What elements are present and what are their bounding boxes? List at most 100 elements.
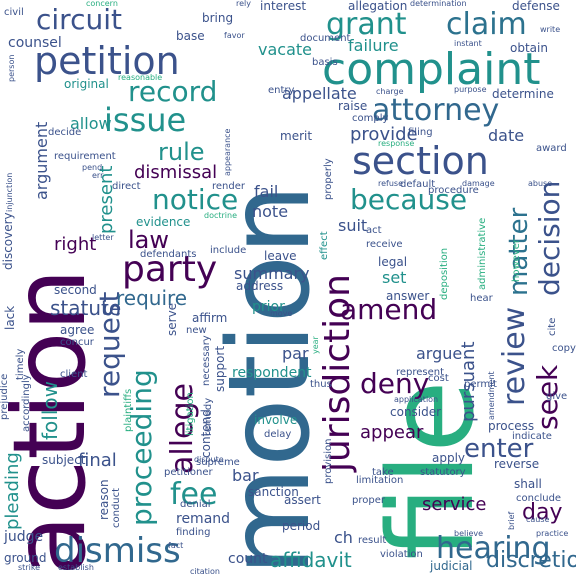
word-interest: interest [260,0,307,13]
word-base: base [176,29,205,43]
word-determination: determination [410,0,467,8]
word-properly: properly [323,158,334,200]
word-charge: charge [376,87,404,96]
word-year: year [311,336,320,354]
word-statute: statute [50,296,122,320]
word-decision: decision [533,180,566,296]
word-pend: pend [82,163,103,172]
word-counsel: counsel [8,35,62,51]
word-second: second [54,283,97,297]
word-write: write [540,25,561,34]
word-answer: answer [386,289,430,303]
word-finding: finding [176,527,211,538]
word-include: include [210,245,247,256]
word-evidence: evidence [136,215,191,229]
word-shall: shall [514,477,542,491]
word-deny: deny [360,367,430,400]
word-failure: failure [348,36,399,55]
word-record: record [128,75,218,108]
word-remedy: remedy [203,397,214,436]
word-litigation: litigation [185,392,196,436]
word-par: par [282,344,309,363]
word-assert: assert [284,493,321,507]
word-conclude: conclude [516,493,562,504]
word-right: right [54,234,97,255]
word-however: however [511,239,522,282]
word-petition: petition [34,39,180,83]
word-entry: entry [268,85,295,96]
word-date: date [488,126,525,145]
word-indicate: indicate [512,431,552,442]
word-reverse: reverse [494,457,540,471]
word-period: period [282,519,321,533]
word-practice: practice [536,529,569,538]
word-remand: remand [176,511,231,527]
word-petitioner: petitioner [164,467,213,478]
word-copy: copy [552,343,576,354]
word-administrative: administrative [477,217,488,290]
word-response: response [378,139,415,148]
word-suit: suit [338,216,368,235]
word-issue: issue [104,101,187,139]
word-sanction: sanction [248,485,299,499]
word-instant: instant [454,39,482,48]
word-allegation: allegation [348,0,408,13]
word-denial: denial [180,499,211,510]
word-respondent: respondent [232,365,312,381]
word-cite: cite [547,317,558,336]
word-affidavit: affidavit [270,548,352,572]
word-application: application [394,395,439,404]
word-rely: rely [236,0,251,8]
word-because: because [350,183,468,216]
word-cause: cause [526,515,550,524]
word-follow: follow [38,381,62,440]
word-defendants: defendants [140,249,197,260]
word-leave: leave [264,249,297,263]
word-bring: bring [202,11,234,25]
word-effect: effect [319,231,330,260]
word-merit: merit [280,129,313,143]
word-count: count [228,551,268,567]
word-abuse: abuse [528,179,553,188]
word-necessary: necessary [201,335,212,386]
word-dispute: dispute [194,455,224,464]
word-basis: basis [312,57,338,68]
word-render: render [212,181,245,192]
word-ground: ground [4,551,47,565]
word-doctrine: doctrine [204,211,238,220]
word-apply: apply [432,451,466,465]
word-establish: establish [58,563,94,572]
word-provision: provision [323,438,334,485]
word-purpose: purpose [454,85,487,94]
word-delay: delay [264,429,292,440]
word-proper: proper [352,495,385,506]
word-supreme: supreme [196,457,240,468]
word-amendment: amendment [487,371,496,420]
word-address: address [236,279,284,293]
word-section: section [352,139,489,183]
word-injunction: injunction [5,172,14,212]
word-allow: allow [70,114,112,133]
word-pleading: pleading [2,452,23,530]
word-notice: notice [152,183,239,216]
word-dismissal: dismissal [134,162,218,183]
word-limitation: limitation [356,475,404,486]
word-support: support [213,345,227,392]
word-reason: reason [97,479,111,520]
word-appellate: appellate [282,84,357,103]
word-procedure: procedure [428,185,479,196]
word-violation: violation [380,549,423,560]
word-rule: rule [158,138,205,166]
word-note: note [252,202,289,221]
word-attorney: attorney [372,93,500,128]
word-cost: cost [428,373,449,384]
word-determine: determine [492,87,554,101]
word-consider: consider [390,405,442,419]
word-provide: provide [350,124,418,145]
word-lack: lack [3,305,17,330]
word-complaint: complaint [322,44,541,95]
word-permit: permit [464,379,497,390]
word-prior: prior [252,299,285,315]
word-requirement: requirement [54,151,116,162]
